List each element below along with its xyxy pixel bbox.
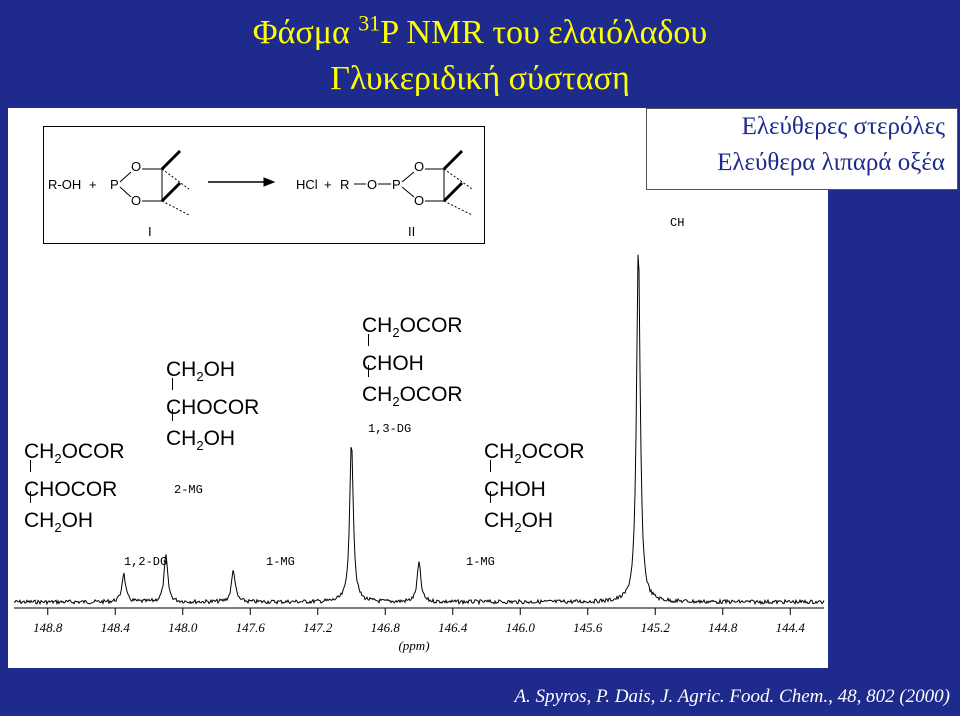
x-tick-label: 148.4 (100, 620, 130, 635)
hcl-product: HCl (296, 177, 318, 192)
oxygen-top-right: O (414, 159, 425, 174)
compound-label-i: I (148, 224, 152, 239)
derivatization-reaction: R-OH + P O O HCl + R O P O O I II (43, 126, 485, 244)
x-tick-label: 146.8 (370, 620, 400, 635)
peak-label-12dg: 1,2-DG (124, 555, 168, 569)
slide-subtitle: Γλυκεριδική σύσταση (330, 60, 630, 97)
header-band: Φάσμα 31P NMR του ελαιόλαδου Γλυκεριδική… (0, 0, 960, 108)
structure-1mg: CH2OCOR CHOH CH2OH (484, 440, 585, 535)
x-tick-label: 144.8 (708, 620, 738, 635)
structure-2mg: CH2OH CHOCOR CH2OH (166, 358, 260, 453)
oxygen-top-left: O (131, 159, 142, 174)
x-tick-label: 146.4 (438, 620, 468, 635)
reaction-drawing (119, 149, 473, 216)
plus-sign-2: + (324, 177, 332, 192)
citation: A. Spyros, P. Dais, J. Agric. Food. Chem… (514, 686, 950, 707)
peak-label-2mg: 2-MG (174, 483, 203, 497)
x-tick-label: 146.0 (505, 620, 535, 635)
structure-12dg: CH2OCOR CHOCOR CH2OH (24, 440, 125, 535)
phosphorus-left: P (110, 177, 119, 192)
peak-label-ch: CH (670, 216, 685, 230)
x-tick-label: 144.4 (775, 620, 805, 635)
reagent-roh: R-OH (48, 177, 82, 192)
spectrum-trace (13, 254, 825, 606)
oxygen-bottom-left: O (131, 193, 142, 208)
free-compounds-label: Ελεύθερες στερόλες Ελεύθερα λιπαρά οξέα (646, 108, 958, 190)
slide-title: Φάσμα 31P NMR του ελαιόλαδου (252, 10, 708, 51)
x-tick-label: 145.2 (640, 620, 670, 635)
x-tick-label: 147.6 (235, 620, 265, 635)
x-axis-unit: (ppm) (398, 638, 430, 653)
compound-label-ii: II (408, 224, 416, 239)
free-sterols-text: Ελεύθερες στερόλες (741, 113, 945, 140)
x-tick-label: 148.8 (33, 620, 63, 635)
r-group: R (340, 177, 350, 192)
peak-label-13dg: 1,3-DG (368, 422, 412, 436)
structure-13dg: CH2OCOR CHOH CH2OCOR (362, 314, 463, 409)
x-tick-label: 147.2 (303, 620, 333, 635)
peak-label-1mg-left: 1-MG (266, 555, 295, 569)
free-fatty-acids-text: Ελεύθερα λιπαρά οξέα (717, 149, 945, 176)
x-axis-ticks (47, 608, 791, 615)
plus-sign: + (89, 177, 97, 192)
x-tick-label: 148.0 (168, 620, 198, 635)
oxygen-bridge: O (367, 177, 378, 192)
peak-label-1mg-right: 1-MG (466, 555, 495, 569)
phosphorus-right: P (392, 177, 401, 192)
oxygen-bottom-right: O (414, 193, 425, 208)
x-tick-label: 145.6 (573, 620, 603, 635)
